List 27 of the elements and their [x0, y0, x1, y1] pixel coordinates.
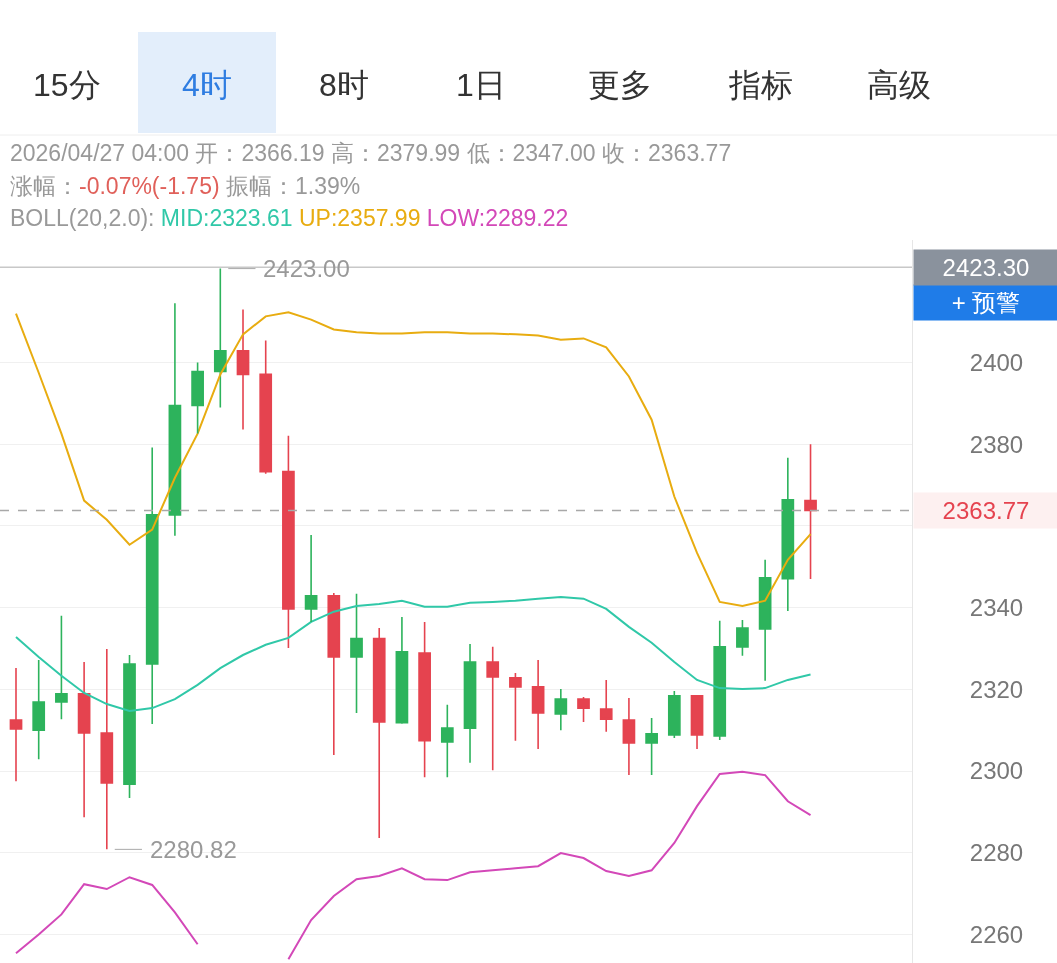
legend-title: BOLL(20,2.0): — [10, 205, 155, 231]
y-tick-label: 2400 — [969, 348, 1024, 376]
text: 振幅：1.39% — [226, 173, 361, 199]
ref-line-label: 2423.30 — [942, 254, 1030, 281]
text: LOW:2289.22 — [426, 205, 569, 231]
text: -0.07%(-1.75) — [79, 173, 220, 199]
text: 涨幅： — [10, 173, 79, 199]
text: MID:2323.61 — [160, 205, 293, 231]
text: 2026/04/27 04:00 开：2366.19 高：2379.99 低：2347.00 收：2363.77 — [10, 140, 732, 166]
y-tick-label: 2300 — [969, 757, 1024, 785]
ref-line-label: 2363.77 — [942, 497, 1030, 524]
y-tick-label: 2340 — [969, 594, 1024, 622]
text: UP:2357.99 — [298, 205, 421, 231]
y-tick-label: 2320 — [969, 675, 1024, 703]
annotation: 2280.82 — [150, 836, 237, 863]
text: 15分 — [33, 67, 101, 103]
text: + 预警 — [951, 289, 1021, 316]
text: 指标 — [728, 67, 793, 103]
text: 8时 — [319, 67, 369, 103]
text: 高级 — [867, 67, 931, 103]
text: 1日 — [456, 67, 506, 103]
text: 更多 — [588, 67, 652, 103]
text: 4时 — [182, 67, 232, 103]
y-tick-label: 2280 — [969, 839, 1024, 867]
y-tick-label: 2380 — [969, 430, 1024, 458]
y-tick-label: 2260 — [969, 920, 1024, 948]
annotation: 2423.00 — [263, 255, 350, 282]
